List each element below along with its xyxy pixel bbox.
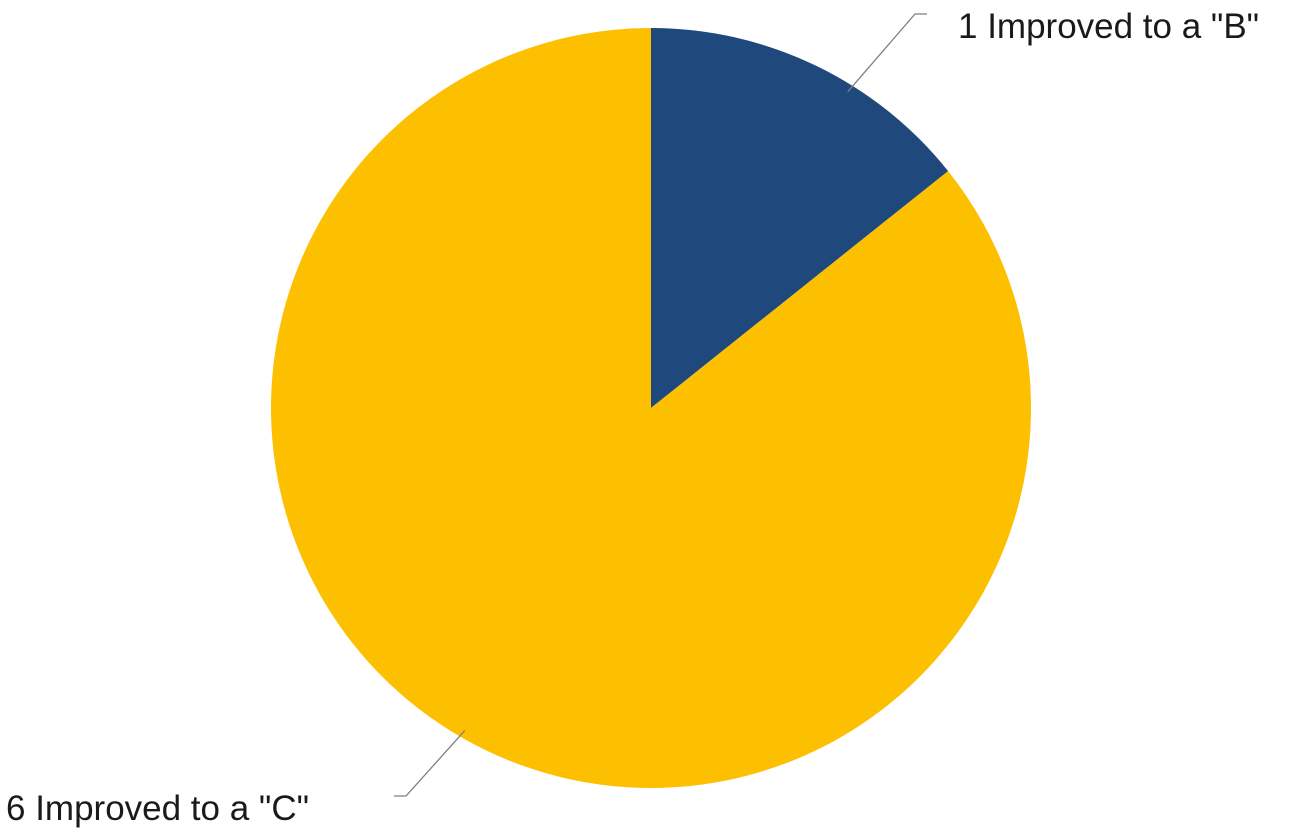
slice-labels: 1 Improved to a "B" 6 Improved to a "C" <box>6 7 1259 828</box>
slice-label-1: 1 Improved to a "B" <box>958 7 1259 46</box>
pie-slice-2 <box>271 28 1031 788</box>
leader-lines <box>394 13 927 797</box>
slice-label-2: 6 Improved to a "C" <box>6 789 309 828</box>
pie-slices <box>271 28 1031 788</box>
pie-slice-1 <box>651 28 949 408</box>
leader-line-2 <box>394 730 466 797</box>
leader-line-1 <box>847 13 927 93</box>
